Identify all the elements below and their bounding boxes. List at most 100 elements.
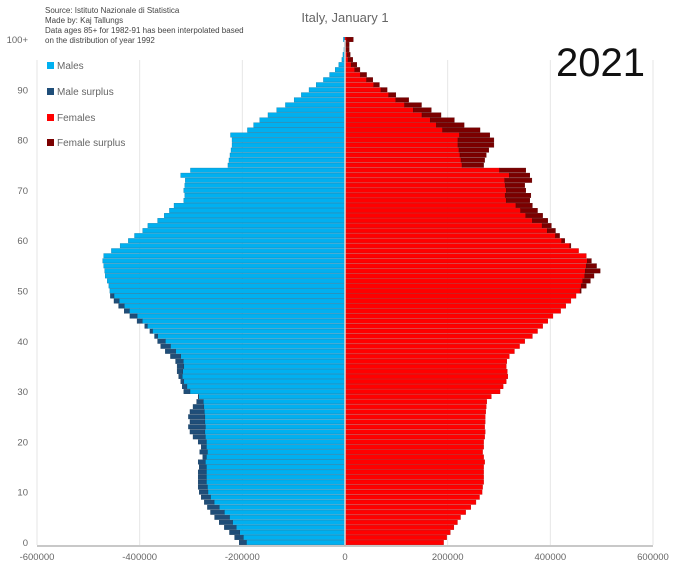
female-surplus-bar bbox=[499, 167, 526, 173]
female-bar bbox=[344, 218, 533, 223]
female-bar bbox=[344, 162, 463, 168]
female-bar bbox=[344, 348, 515, 354]
male-bar bbox=[183, 187, 346, 193]
male-bar bbox=[142, 228, 346, 234]
female-surplus-bar bbox=[547, 228, 556, 234]
legend: Males Male surplus Females Female surplu… bbox=[47, 61, 125, 149]
age-group-2 bbox=[229, 530, 451, 535]
male-bar bbox=[185, 177, 346, 183]
male-bar bbox=[231, 142, 346, 148]
female-bar bbox=[344, 258, 588, 264]
female-bar bbox=[344, 203, 517, 208]
female-bar bbox=[344, 82, 374, 88]
female-bar bbox=[344, 198, 507, 203]
age-group-24 bbox=[189, 419, 486, 425]
female-surplus-bar bbox=[430, 117, 455, 123]
female-surplus-bar bbox=[555, 233, 560, 239]
female-surplus-bar bbox=[380, 87, 388, 93]
male-bar bbox=[180, 353, 346, 359]
y-tick-label: 10 bbox=[17, 488, 28, 499]
legend-swatch-females bbox=[47, 114, 54, 121]
female-bar bbox=[344, 479, 484, 485]
year-label: 2021 bbox=[556, 41, 645, 85]
male-bar bbox=[316, 82, 346, 88]
age-group-5 bbox=[214, 514, 461, 520]
female-bar bbox=[344, 192, 506, 198]
male-bar bbox=[329, 72, 346, 78]
male-surplus-bar bbox=[176, 364, 185, 369]
male-surplus-bar bbox=[202, 454, 207, 460]
female-surplus-bar bbox=[366, 77, 373, 83]
female-bar bbox=[344, 107, 414, 113]
female-surplus-bar bbox=[360, 72, 367, 78]
female-bar bbox=[344, 524, 455, 530]
legend-label-female-surplus: Female surplus bbox=[57, 138, 125, 149]
female-bar bbox=[344, 308, 561, 314]
male-surplus-bar bbox=[189, 409, 205, 415]
male-bar bbox=[308, 87, 346, 93]
male-bar bbox=[182, 374, 346, 379]
female-surplus-bar bbox=[509, 172, 530, 178]
female-surplus-bar bbox=[587, 258, 592, 264]
age-group-41 bbox=[154, 333, 533, 339]
male-bar bbox=[253, 122, 346, 128]
male-bar bbox=[207, 484, 346, 490]
female-bar bbox=[344, 288, 581, 294]
male-surplus-bar bbox=[136, 318, 143, 324]
x-tick-label: 0 bbox=[342, 552, 347, 563]
male-bar bbox=[118, 298, 346, 304]
male-surplus-bar bbox=[197, 394, 199, 400]
age-group-73 bbox=[180, 172, 530, 178]
male-surplus-bar bbox=[188, 424, 206, 430]
female-bar bbox=[344, 132, 460, 138]
age-group-35 bbox=[176, 364, 507, 369]
male-bar bbox=[173, 203, 346, 208]
male-bar bbox=[183, 358, 346, 364]
female-surplus-bar bbox=[582, 278, 591, 284]
male-bar bbox=[129, 308, 346, 314]
male-surplus-bar bbox=[113, 298, 120, 304]
male-bar bbox=[157, 218, 346, 223]
female-bar bbox=[344, 72, 361, 78]
female-surplus-bar bbox=[461, 162, 484, 168]
female-bar bbox=[344, 379, 507, 384]
female-bar bbox=[344, 298, 572, 304]
female-bar bbox=[344, 454, 484, 460]
age-group-11 bbox=[197, 484, 483, 490]
male-bar bbox=[205, 424, 346, 430]
male-surplus-bar bbox=[124, 308, 130, 314]
y-tick-label: 20 bbox=[17, 437, 28, 448]
age-group-38 bbox=[165, 348, 515, 354]
y-axis-ticks: 0 10 20 30 40 50 60 70 80 90 100+ bbox=[7, 35, 29, 549]
female-bar bbox=[344, 409, 486, 415]
age-group-6 bbox=[210, 509, 466, 515]
female-surplus-bar bbox=[460, 157, 485, 163]
female-bar bbox=[344, 530, 451, 535]
male-bar bbox=[239, 530, 346, 535]
female-bar bbox=[344, 404, 487, 410]
age-group-21 bbox=[192, 434, 485, 440]
female-bar bbox=[344, 353, 510, 359]
female-surplus-bar bbox=[350, 62, 358, 68]
female-bar bbox=[344, 87, 382, 93]
male-surplus-bar bbox=[160, 343, 171, 349]
female-surplus-bar bbox=[457, 137, 495, 143]
male-bar bbox=[190, 167, 346, 173]
female-surplus-bar bbox=[579, 288, 582, 294]
age-group-83 bbox=[253, 122, 465, 128]
female-bar bbox=[344, 62, 352, 68]
male-surplus-bar bbox=[197, 479, 207, 485]
age-group-18 bbox=[199, 449, 483, 455]
male-surplus-bar bbox=[199, 464, 207, 470]
male-surplus-bar bbox=[199, 449, 208, 455]
age-group-84 bbox=[259, 117, 455, 123]
female-bar bbox=[344, 323, 543, 329]
male-surplus-bar bbox=[197, 469, 207, 475]
male-bar bbox=[230, 132, 346, 138]
male-surplus-bar bbox=[180, 379, 185, 384]
age-group-60 bbox=[128, 238, 565, 244]
male-bar bbox=[134, 233, 346, 239]
age-group-85 bbox=[267, 112, 442, 118]
y-tick-label: 30 bbox=[17, 387, 28, 398]
age-group-25 bbox=[188, 414, 486, 420]
